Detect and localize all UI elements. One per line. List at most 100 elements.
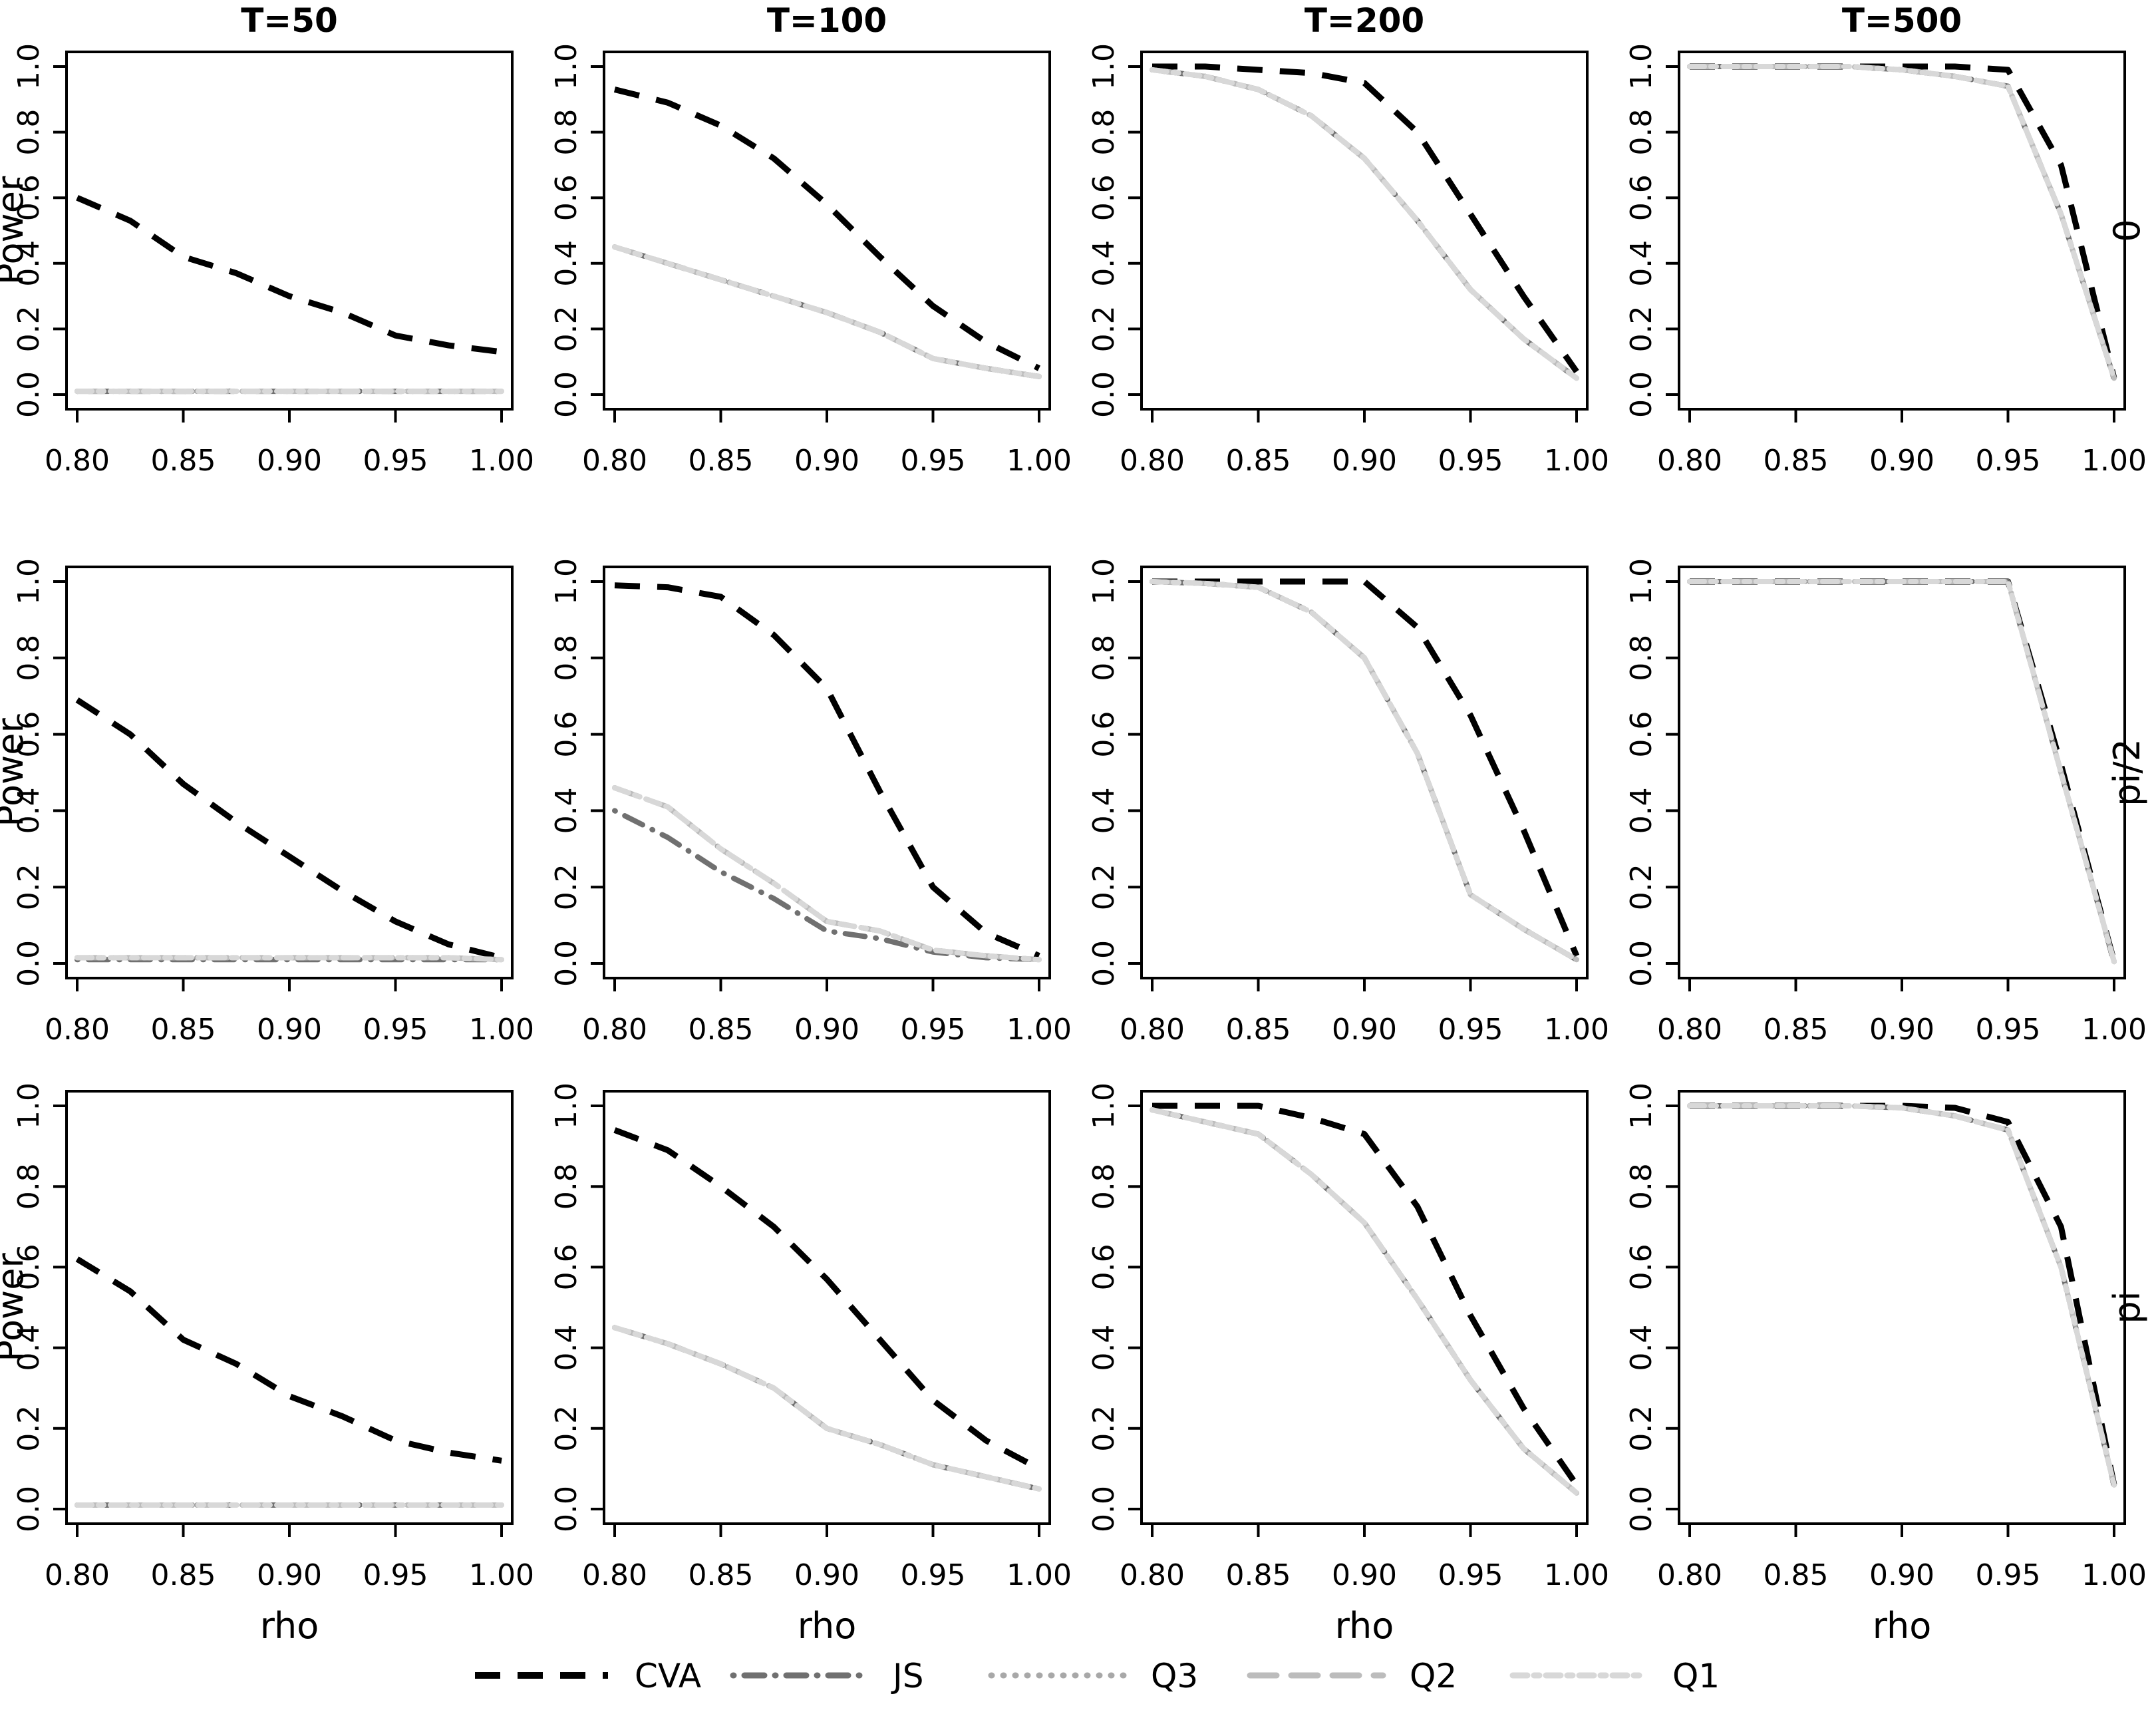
y-tick-label: 0.4 xyxy=(1087,787,1121,834)
y-axis-label: Power xyxy=(0,718,31,827)
y-tick-label: 0.8 xyxy=(1087,109,1121,156)
y-tick-label: 0.8 xyxy=(12,1163,46,1210)
y-tick-label: 1.0 xyxy=(549,558,583,605)
panel-r0-c1: 0.80 0.85 0.90 0.95 1.00 0.0 0.2 0.4 0.6 0.8 1.0 T=… xyxy=(549,1,1072,478)
series-line-q1 xyxy=(612,784,1042,963)
y-tick-label: 0.8 xyxy=(549,109,583,156)
panel-title: T=500 xyxy=(1842,1,1962,40)
x-axis-label: rho xyxy=(260,1605,319,1647)
x-tick-label: 0.95 xyxy=(901,1013,966,1047)
plot-box xyxy=(1140,51,1589,411)
y-tick-label: 0.4 xyxy=(549,787,583,834)
y-tick-label: 0.0 xyxy=(549,371,583,418)
legend-label-cva: CVA xyxy=(635,1657,701,1695)
panel-r1-c2: 0.80 0.85 0.90 0.95 1.00 0.0 0.2 0.4 0.6 0.8 1.0 xyxy=(1087,558,1609,1047)
panel-r2-c3: 0.80 0.85 0.90 0.95 1.00 0.0 0.2 0.4 0.6 0.8 1.0 rh… xyxy=(1624,1083,2148,1647)
x-tick-label: 0.80 xyxy=(45,444,110,478)
x-tick-label: 0.90 xyxy=(794,1558,859,1592)
y-tick-label: 0.4 xyxy=(1624,240,1658,287)
x-tick-label: 0.90 xyxy=(1332,444,1397,478)
y-tick-label: 1.0 xyxy=(1624,558,1658,605)
y-tick-label: 0.6 xyxy=(12,711,46,758)
y-tick-label: 0.6 xyxy=(1624,1244,1658,1290)
y-tick-label: 0.0 xyxy=(1624,1486,1658,1532)
x-tick-label: 0.85 xyxy=(689,1558,754,1592)
panel-title: T=200 xyxy=(1305,1,1424,40)
x-tick-label: 0.95 xyxy=(1976,1013,2041,1047)
y-tick-label: 0.8 xyxy=(1087,1163,1121,1210)
series-line-cva xyxy=(1690,63,2117,379)
y-tick-label: 1.0 xyxy=(12,43,46,90)
y-tick-label: 0.6 xyxy=(1087,174,1121,221)
x-tick-label: 0.95 xyxy=(1976,444,2041,478)
panel-r2-c2: 0.80 0.85 0.90 0.95 1.00 0.0 0.2 0.4 0.6 0.8 1.0 rh… xyxy=(1087,1083,1609,1647)
x-tick-label: 1.00 xyxy=(1006,1558,1072,1592)
plot-box xyxy=(65,51,514,411)
plot-box xyxy=(65,1090,514,1525)
x-tick-label: 0.85 xyxy=(1764,1558,1829,1592)
x-tick-label: 0.95 xyxy=(1438,1013,1503,1047)
x-tick-label: 1.00 xyxy=(469,1013,534,1047)
y-tick-label: 0.8 xyxy=(1624,635,1658,681)
y-tick-label: 0.0 xyxy=(549,1486,583,1532)
y-tick-label: 0.6 xyxy=(549,174,583,221)
y-tick-label: 0.2 xyxy=(1087,864,1121,910)
x-tick-label: 1.00 xyxy=(2081,1558,2147,1592)
panel-title: T=50 xyxy=(241,1,338,40)
row-label: 0 xyxy=(2106,219,2148,242)
y-tick-label: 0.4 xyxy=(12,1325,46,1371)
x-tick-label: 0.95 xyxy=(363,1013,428,1047)
x-tick-label: 0.90 xyxy=(1332,1558,1397,1592)
y-tick-label: 0.2 xyxy=(1624,305,1658,352)
x-tick-label: 0.85 xyxy=(151,1558,216,1592)
x-tick-label: 0.90 xyxy=(257,1558,322,1592)
plot-box xyxy=(65,566,514,979)
legend-label-q1: Q1 xyxy=(1672,1657,1720,1695)
y-tick-label: 0.6 xyxy=(1624,174,1658,221)
y-tick-label: 0.0 xyxy=(12,371,46,418)
plot-box xyxy=(1678,1090,2126,1525)
x-tick-label: 0.80 xyxy=(1657,1013,1722,1047)
legend-label-js: JS xyxy=(891,1657,923,1695)
series-line-cva xyxy=(613,1127,1041,1472)
series-line-q1 xyxy=(612,244,1042,379)
y-tick-label: 0.6 xyxy=(1624,711,1658,758)
y-tick-label: 0.0 xyxy=(12,940,46,987)
y-tick-label: 0.8 xyxy=(1624,109,1658,156)
y-tick-label: 0.8 xyxy=(1624,1163,1658,1210)
row-label: pi xyxy=(2106,1291,2148,1323)
series-line-q1 xyxy=(75,955,504,963)
y-tick-label: 0.4 xyxy=(1087,1325,1121,1371)
y-tick-label: 0.8 xyxy=(549,635,583,681)
series-line-cva xyxy=(614,582,1040,959)
y-tick-label: 0.8 xyxy=(12,109,46,156)
y-tick-label: 1.0 xyxy=(549,43,583,90)
panel-r1-c3: 0.80 0.85 0.90 0.95 1.00 0.0 0.2 0.4 0.6 0.8 1.0 pi… xyxy=(1624,558,2148,1047)
y-tick-label: 1.0 xyxy=(1624,43,1658,90)
y-tick-label: 0.0 xyxy=(1624,940,1658,987)
y-tick-label: 1.0 xyxy=(1087,1083,1121,1129)
y-tick-label: 0.2 xyxy=(549,864,583,910)
x-tick-label: 0.80 xyxy=(45,1013,110,1047)
series-line-q1 xyxy=(612,1325,1042,1492)
panel-r0-c0: 0.80 0.85 0.90 0.95 1.00 0.0 0.2 0.4 0.6 0.8 1.0 T=… xyxy=(0,1,534,478)
plot-box xyxy=(1140,1090,1589,1525)
y-tick-label: 1.0 xyxy=(12,558,46,605)
x-tick-label: 0.85 xyxy=(151,1013,216,1047)
y-tick-label: 0.0 xyxy=(1087,1486,1121,1532)
legend-label-q2: Q2 xyxy=(1410,1657,1457,1695)
x-tick-label: 0.90 xyxy=(1869,444,1934,478)
series-line-cva xyxy=(76,195,502,355)
x-tick-label: 0.85 xyxy=(1764,1013,1829,1047)
x-tick-label: 1.00 xyxy=(469,1558,534,1592)
series-line-cva xyxy=(1152,578,1580,957)
plot-box xyxy=(1140,566,1589,979)
x-tick-label: 0.90 xyxy=(1869,1013,1934,1047)
y-tick-label: 0.6 xyxy=(1087,711,1121,758)
y-tick-label: 0.0 xyxy=(1087,371,1121,418)
series-line-cva xyxy=(613,86,1040,371)
series-line-q1 xyxy=(1687,64,2117,381)
series-line-cva xyxy=(75,1256,502,1464)
